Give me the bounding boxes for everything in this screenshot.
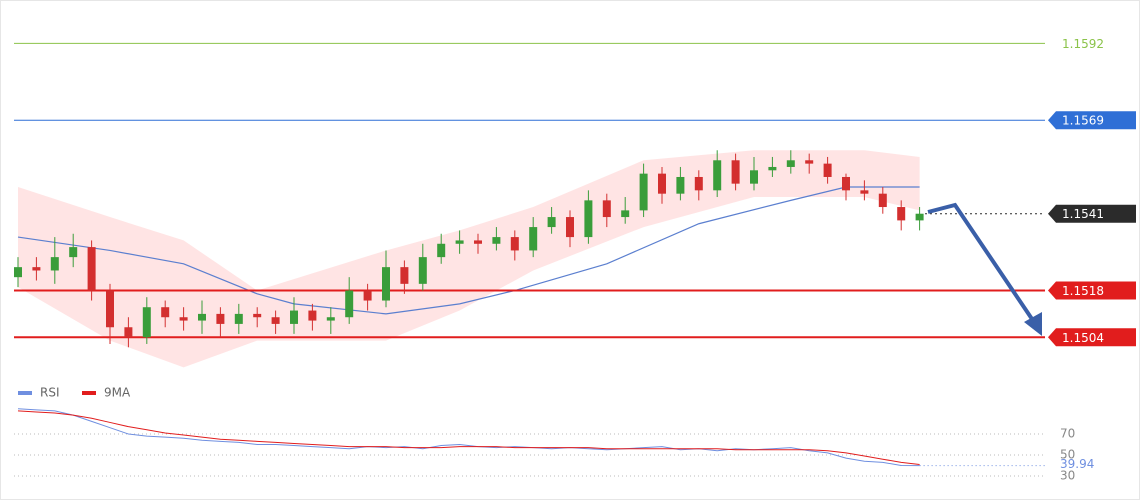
rsi-tick-label: 50 (1060, 448, 1075, 462)
candle-body (253, 313, 262, 318)
forecast-arrow (927, 202, 1036, 324)
candle-body (32, 267, 41, 271)
bollinger-band (18, 150, 920, 368)
candle-body (290, 310, 298, 324)
candle-body (915, 213, 924, 221)
price-label: 1.1592 (1062, 37, 1104, 51)
candle-body (602, 200, 611, 218)
candle-body (823, 163, 832, 177)
candle-body (750, 170, 758, 184)
price-label-box (1048, 328, 1136, 347)
forecast-arrowhead (1024, 312, 1042, 336)
candle-body (621, 210, 630, 218)
candle-body (805, 160, 814, 164)
candle-body (529, 227, 538, 251)
candle-body (326, 317, 335, 321)
candle-body (694, 176, 703, 191)
candle-body (142, 307, 151, 338)
candle-body (492, 237, 501, 244)
candle-body (437, 243, 446, 258)
candle-body (731, 160, 740, 184)
price-label: 1.1541 (1062, 207, 1104, 221)
candle-body (897, 207, 906, 221)
candle-body (198, 313, 206, 321)
candle-body (566, 217, 574, 238)
candle-body (878, 193, 887, 208)
candle-body (713, 160, 722, 191)
price-label-box (1048, 281, 1136, 300)
candle-body (474, 240, 482, 244)
price-label-box (1048, 204, 1136, 223)
legend-label: 9MA (104, 386, 131, 400)
price-label: 1.1518 (1062, 284, 1104, 298)
candle-body (455, 240, 464, 244)
candle-body (860, 190, 869, 194)
candle-body (345, 290, 354, 318)
price-label: 1.1504 (1062, 331, 1104, 345)
candle-body (842, 176, 850, 191)
candle-body (658, 173, 666, 194)
candle-body (124, 327, 133, 338)
candle-body (363, 290, 372, 301)
rsi-tick-label: 70 (1060, 427, 1075, 441)
candle-body (87, 247, 96, 291)
rsi-line (17, 408, 920, 467)
candle-body (639, 173, 648, 211)
candle-body (400, 267, 409, 284)
candle-body (161, 307, 170, 318)
candle-body (768, 166, 777, 171)
candle-body (234, 313, 243, 324)
price-label-box (1048, 111, 1136, 130)
candle-body (584, 200, 593, 238)
candle-body (510, 237, 519, 251)
price-label: 1.1569 (1062, 114, 1104, 128)
candle-body (382, 267, 390, 301)
candle-body (547, 217, 556, 228)
legend-swatch (82, 391, 96, 395)
legend-label: RSI (40, 386, 60, 400)
candle-body (50, 257, 59, 271)
legend-swatch (18, 391, 32, 395)
candle-body (676, 176, 685, 194)
rsi-current-label: 39.94 (1060, 457, 1094, 471)
rsi-tick-label: 30 (1060, 469, 1075, 483)
candle-body (216, 313, 225, 324)
candle-body (179, 317, 188, 321)
candle-body (308, 310, 317, 321)
candle-body (418, 257, 427, 284)
candle-body (14, 267, 22, 278)
candle-body (106, 290, 114, 328)
rsi-line (17, 410, 920, 465)
candle-body (786, 160, 795, 167)
candle-body (271, 317, 280, 324)
candle-body (69, 247, 78, 258)
moving-average (17, 186, 920, 315)
